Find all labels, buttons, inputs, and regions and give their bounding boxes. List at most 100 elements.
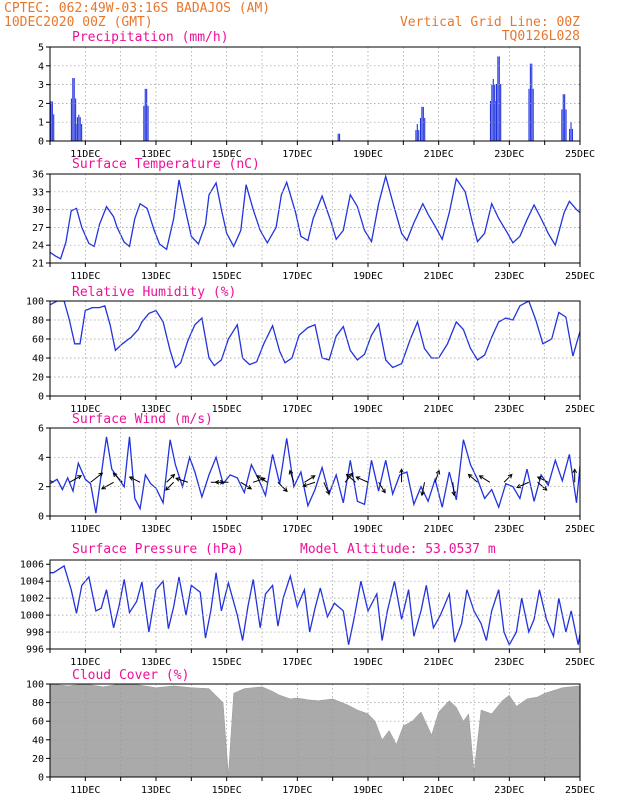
wind-vector-shaft (452, 482, 455, 496)
wind-xtick-label: 23DEC (494, 524, 524, 535)
cloud-ytick-label: 60 (32, 717, 44, 728)
wind-vector-shaft (165, 481, 175, 491)
precip-bar-7-3 (494, 84, 496, 141)
wind-vector-27 (467, 473, 478, 483)
temperature-xtick-label: 13DEC (141, 271, 171, 282)
wind-xtick-label: 13DEC (141, 524, 171, 535)
humidity-title: Relative Humidity (%) (72, 285, 236, 300)
cloud-xtick-label: 19DEC (353, 785, 383, 796)
precipitation-xtick-label: 25DEC (565, 149, 595, 160)
temperature-xtick-label: 23DEC (494, 271, 524, 282)
wind-vector-head (572, 468, 578, 474)
wind-vector-shaft (69, 475, 82, 483)
wind-vector-head (170, 473, 176, 479)
humidity-xtick-label: 19DEC (353, 404, 383, 415)
cloud-xtick-label: 13DEC (141, 785, 171, 796)
precip-bar-3-2 (146, 88, 148, 141)
humidity-series-line (50, 301, 580, 369)
temperature-ytick-label: 33 (32, 187, 44, 198)
precip-bar-6-3 (424, 117, 426, 141)
precipitation-ytick-label: 2 (38, 99, 44, 110)
wind-vector-head (478, 475, 484, 480)
wind-vector-head (381, 488, 386, 494)
grid-note: Vertical Grid Line: 00Z (400, 15, 580, 30)
wind-ytick-label: 4 (38, 453, 44, 464)
precip-bar-11-0 (569, 128, 571, 141)
wind-vector-head (516, 483, 522, 489)
precip-bar-11-1 (570, 122, 572, 141)
wind-vector-18 (323, 482, 330, 495)
wind-vector-11 (240, 481, 253, 490)
temperature-panel: Surface Temperature (nC) 21 24 27 30 33 36 11DE… (32, 157, 595, 282)
wind-vector-21 (355, 476, 369, 483)
pressure-frame (49, 559, 581, 650)
cloud-xtick-label: 15DEC (212, 785, 242, 796)
cloud-ytick-label: 80 (32, 698, 44, 709)
humidity-xtick-label: 23DEC (494, 404, 524, 415)
temperature-ytick-label: 27 (32, 223, 44, 234)
wind-vector-shaft (356, 476, 369, 483)
wind-vector-20 (345, 473, 356, 483)
wind-vector-head (355, 476, 361, 481)
wind-vector-head (399, 468, 404, 474)
wind-vector-shaft (101, 481, 114, 490)
temperature-xtick-label: 15DEC (212, 271, 242, 282)
precip-bar-1-0 (70, 98, 72, 141)
precip-bar-6-2 (422, 106, 424, 141)
wind-vector-head (451, 491, 457, 497)
wind-vector-head (310, 475, 316, 480)
wind-vector-1 (69, 475, 83, 483)
precipitation-frame (49, 46, 581, 142)
wind-vector-5 (128, 476, 141, 483)
wind-vector-head (247, 485, 253, 490)
precip-bar-5-0 (415, 130, 417, 141)
precip-bar-8-0 (495, 83, 498, 141)
temperature-ytick-label: 24 (32, 241, 44, 252)
precipitation-panel: Precipitation (mm/h) 0 1 2 3 4 5 11DEC 13DEC 15DE… (38, 30, 595, 160)
wind-vector-19 (344, 472, 354, 483)
wind-ytick-label: 6 (38, 424, 44, 435)
wind-vector-25 (434, 469, 441, 483)
wind-vector-26 (451, 482, 457, 497)
pressure-ytick-label: 1002 (20, 594, 44, 605)
pressure-xtick-label: 17DEC (282, 657, 312, 668)
temperature-title: Surface Temperature (nC) (72, 157, 260, 172)
wind-vector-head (41, 476, 45, 479)
precip-bar-5-1 (416, 124, 418, 141)
humidity-data (50, 301, 580, 369)
wind-panel: Surface Wind (m/s) 0 2 4 6 11DEC 13DEC 15DEC 17D… (38, 412, 595, 535)
wind-vector-17 (302, 481, 316, 488)
pressure-xtick-label: 21DEC (424, 657, 454, 668)
wind-vector-head (536, 476, 542, 481)
wind-vector-shaft (344, 472, 354, 483)
wind-vector-shaft (175, 477, 188, 483)
wind-vector-head (345, 473, 351, 479)
wind-vector-shaft (479, 475, 491, 483)
precip-bar-1-3 (75, 98, 77, 141)
precipitation-xtick-label: 23DEC (494, 149, 524, 160)
precip-bar-3-0 (143, 105, 145, 141)
precip-bar-2-2 (78, 114, 80, 141)
pressure-xtick-label: 25DEC (565, 657, 595, 668)
precip-bar-2-0 (75, 124, 77, 141)
cloud-ytick-label: 40 (32, 735, 44, 746)
humidity-ytick-label: 60 (32, 335, 44, 346)
wind-xtick-label: 21DEC (424, 524, 454, 535)
precip-bar-10-3 (565, 109, 567, 141)
temperature-ytick-label: 21 (32, 259, 44, 270)
wind-vector-head (256, 475, 261, 480)
humidity-xtick-label: 15DEC (212, 404, 242, 415)
precipitation-ytick-label: 0 (38, 137, 44, 148)
wind-vector-7 (165, 481, 175, 491)
humidity-panel: Relative Humidity (%) 0 20 40 60 80 100 11DEC 13… (26, 285, 595, 415)
panels: Precipitation (mm/h) 0 1 2 3 4 5 11DEC 13DEC 15DE… (20, 30, 595, 796)
wind-vector-10 (214, 479, 229, 485)
cloud-xtick-label: 25DEC (565, 785, 595, 796)
wind-vector-head (348, 472, 354, 478)
wind-vector-head (98, 472, 104, 478)
wind-xtick-label: 17DEC (282, 524, 312, 535)
wind-vector-head (542, 486, 548, 491)
humidity-xtick-label: 21DEC (424, 404, 454, 415)
pressure-title: Surface Pressure (hPa) (72, 542, 244, 557)
